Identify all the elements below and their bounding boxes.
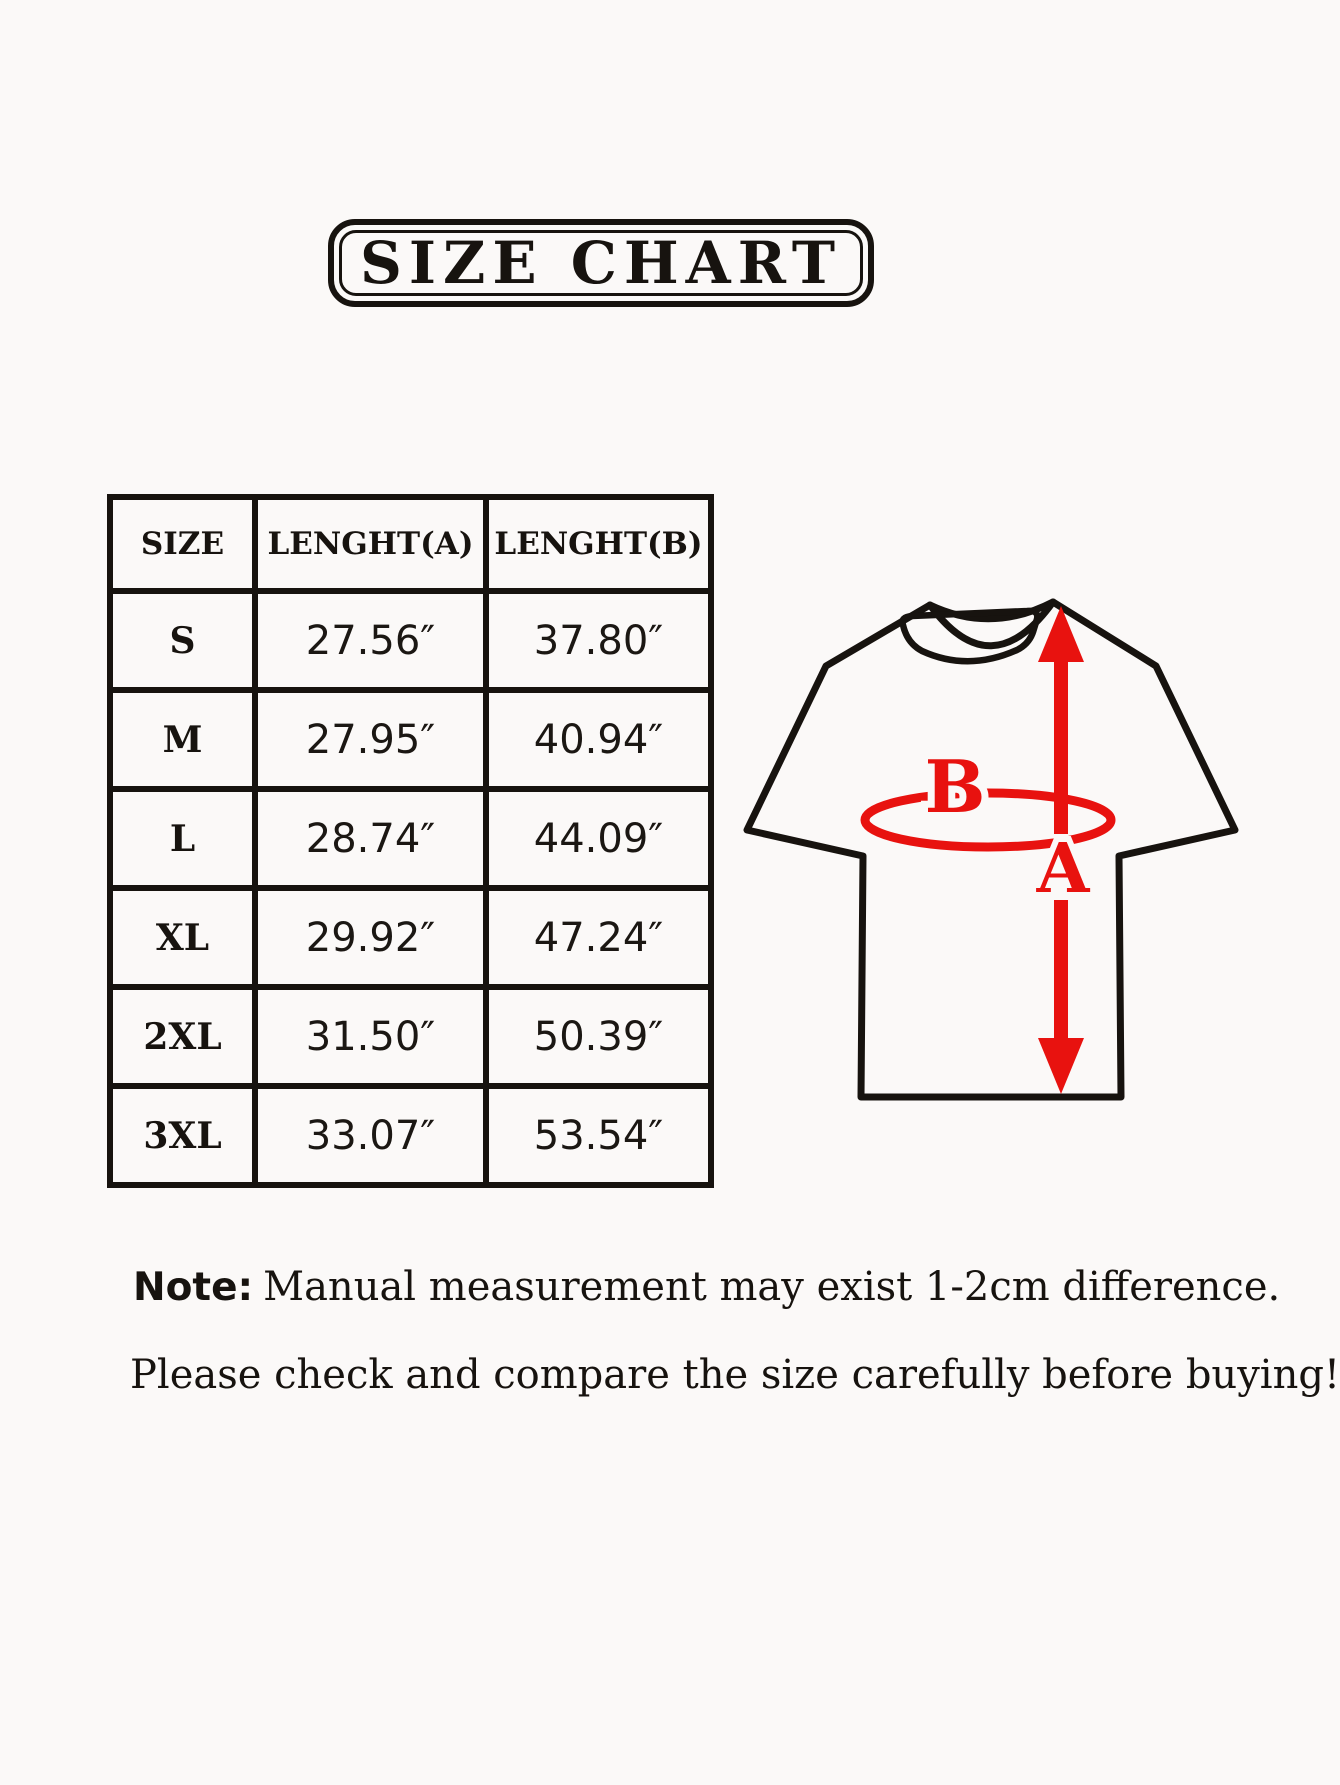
col-header-length-a: LENGHT(A) bbox=[252, 494, 489, 594]
col-header-length-b: LENGHT(B) bbox=[483, 494, 714, 594]
length-b-cell: 37.80″ bbox=[483, 588, 714, 693]
tshirt-diagram: B A bbox=[650, 520, 1250, 1120]
size-cell: S bbox=[107, 588, 258, 693]
measure-label-a: A bbox=[1036, 829, 1091, 909]
size-chart-title-box: SIZE CHART bbox=[328, 219, 874, 307]
length-a-cell: 31.50″ bbox=[252, 984, 489, 1089]
size-cell: XL bbox=[107, 885, 258, 990]
table-row: XL 29.92″ 47.24″ bbox=[107, 885, 714, 990]
tshirt-illustration: B A bbox=[743, 598, 1239, 1101]
size-cell: 2XL bbox=[107, 984, 258, 1089]
length-a-cell: 29.92″ bbox=[252, 885, 489, 990]
chest-measure-ellipse bbox=[860, 788, 1116, 852]
length-b-cell: 40.94″ bbox=[483, 687, 714, 792]
table-row: S 27.56″ 37.80″ bbox=[107, 588, 714, 693]
length-measure-arrow bbox=[1038, 606, 1084, 1094]
table-row: M 27.95″ 40.94″ bbox=[107, 687, 714, 792]
tshirt-collar-inner bbox=[899, 607, 1041, 665]
size-table: SIZE LENGHT(A) LENGHT(B) S 27.56″ 37.80″… bbox=[107, 494, 714, 1188]
table-row: 2XL 31.50″ 50.39″ bbox=[107, 984, 714, 1089]
size-cell: L bbox=[107, 786, 258, 891]
length-b-cell: 47.24″ bbox=[483, 885, 714, 990]
col-header-size: SIZE bbox=[107, 494, 258, 594]
size-chart-title-inner-border: SIZE CHART bbox=[339, 229, 863, 297]
table-row: L 28.74″ 44.09″ bbox=[107, 786, 714, 891]
length-b-cell: 44.09″ bbox=[483, 786, 714, 891]
length-b-cell: 50.39″ bbox=[483, 984, 714, 1089]
size-cell: M bbox=[107, 687, 258, 792]
note-text-1: Manual measurement may exist 1-2cm diffe… bbox=[263, 1264, 1281, 1310]
measure-label-b: B bbox=[925, 744, 986, 829]
length-a-cell: 27.56″ bbox=[252, 588, 489, 693]
length-a-cell: 28.74″ bbox=[252, 786, 489, 891]
measurement-overlays: B A bbox=[860, 606, 1116, 1094]
table-header-row: SIZE LENGHT(A) LENGHT(B) bbox=[107, 494, 714, 594]
page-title: SIZE CHART bbox=[359, 229, 843, 297]
length-b-cell: 53.54″ bbox=[483, 1083, 714, 1188]
note-text-2: Please check and compare the size carefu… bbox=[130, 1352, 1340, 1398]
length-a-cell: 33.07″ bbox=[252, 1083, 489, 1188]
length-a-cell: 27.95″ bbox=[252, 687, 489, 792]
table-row: 3XL 33.07″ 53.54″ bbox=[107, 1083, 714, 1188]
note-line-1: Note: Manual measurement may exist 1-2cm … bbox=[133, 1264, 1280, 1310]
size-cell: 3XL bbox=[107, 1083, 258, 1188]
note-prefix: Note: bbox=[133, 1265, 254, 1310]
